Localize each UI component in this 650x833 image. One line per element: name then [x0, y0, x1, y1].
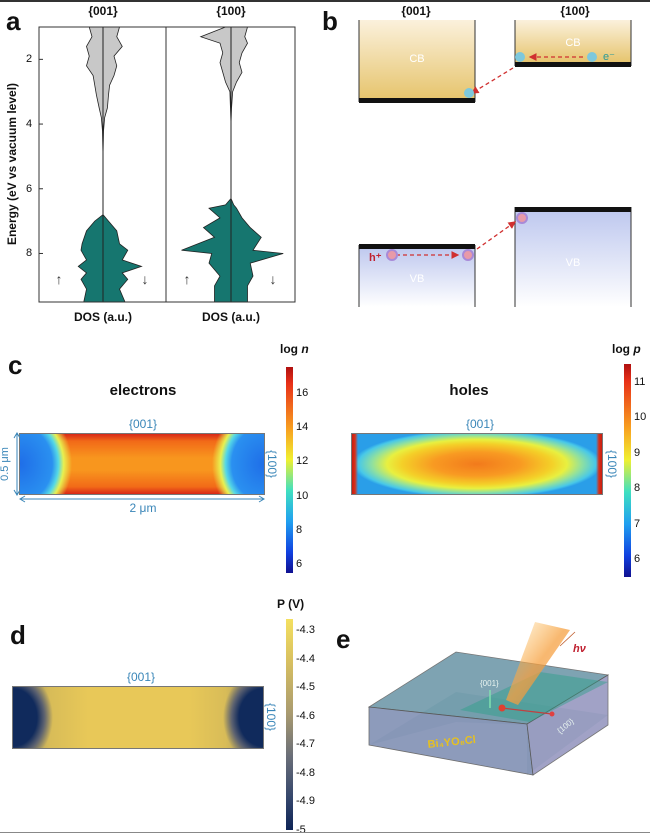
holes-heatmap [351, 433, 603, 495]
colorbar-tick-label: 9 [634, 446, 641, 459]
dos-valence-band-001 [77, 156, 143, 303]
height-dimension-label: 0.5 μm [0, 447, 11, 481]
panel-label-b: b [322, 6, 338, 36]
colorbar-tick-label: -4.4 [296, 652, 315, 665]
dos-y-tick-label: 2 [26, 53, 33, 66]
electrons-heatmap [19, 433, 265, 495]
hole-arrow-transfer [476, 221, 517, 250]
dos-facet-title-001: {001} [88, 4, 118, 18]
electron-dot [587, 52, 597, 62]
vb-label-001: VB [410, 273, 425, 285]
colorbar-tick-label: 12 [296, 455, 309, 468]
colorbar-potential [286, 619, 293, 830]
log-n-label: log n [280, 342, 309, 356]
electron-arrow-transfer [470, 67, 514, 94]
dos-facet-title-100: {100} [216, 4, 246, 18]
material-label: Bi₄YO₈Cl [427, 734, 476, 751]
dos-x-axis-label-100: DOS (a.u.) [201, 310, 261, 324]
spin-up-arrow-icon: ↑ [184, 271, 191, 287]
colorbar-tick-label: -4.5 [296, 681, 315, 694]
colorbar-tick-label: 8 [296, 524, 303, 537]
holes-facet-100: {100} [605, 449, 619, 479]
panel-label-d: d [10, 620, 26, 650]
colorbar-tick-label: -4.8 [296, 766, 315, 779]
colorbar-log-p [624, 364, 631, 577]
spin-up-arrow-icon: ↑ [56, 271, 63, 287]
lateral-migration-arrow [501, 707, 553, 715]
colorbar-tick-label: 10 [296, 489, 309, 502]
light-beam [506, 622, 570, 705]
carrier-dot [498, 704, 506, 712]
schematic-facet-001: {001} [480, 679, 499, 688]
colorbar-tick-label: -4.7 [296, 738, 315, 751]
cb-label-100: CB [565, 37, 580, 49]
dimension-arrows [13, 432, 265, 503]
colorbar-log-n [286, 367, 293, 573]
electron-label: e⁻ [603, 51, 615, 63]
cb-label-001: CB [409, 53, 424, 65]
dos-y-tick-label: 8 [26, 247, 33, 260]
crystal-schematic: hν {001} {100} Bi₄YO₈Cl [367, 622, 610, 776]
width-dimension-label: 2 μm [129, 501, 157, 515]
dos-frame [38, 26, 296, 303]
dos-valence-band-100 [181, 197, 284, 303]
holes-title: holes [449, 382, 489, 399]
crystal-side-face [526, 674, 609, 776]
potential-heatmap [12, 686, 264, 749]
holes-facet-001: {001} [465, 417, 495, 431]
panel-label-e: e [336, 624, 351, 654]
panel-label-c: c [8, 350, 23, 380]
electrons-facet-001: {001} [128, 417, 158, 431]
potential-label: P (V) [277, 597, 305, 611]
light-label: hν [573, 643, 587, 655]
colorbar-tick-label: 16 [296, 386, 309, 399]
carrier-dot [549, 711, 555, 717]
electrons-title: electrons [109, 382, 177, 399]
colorbar-tick-label: 11 [634, 375, 646, 388]
potential-facet-100: {100} [264, 702, 278, 732]
dos-y-tick-label: 6 [26, 182, 33, 195]
colorbar-tick-label: -4.3 [296, 624, 315, 637]
dos-plot: ↑ ↓ ↑ ↓ [38, 26, 296, 303]
panel-label-a: a [6, 6, 21, 36]
spin-down-arrow-icon: ↓ [142, 271, 149, 287]
colorbar-tick-label: -4.6 [296, 709, 315, 722]
colorbar-tick-label: 6 [296, 558, 303, 571]
band-facet-title-100: {100} [560, 4, 590, 18]
dos-conduction-band-100 [199, 26, 249, 125]
hole-dot [462, 249, 474, 261]
band-diagram: CB CB VB VB e⁻ h⁺ [358, 20, 632, 307]
hole-label: h⁺ [369, 252, 382, 264]
dos-conduction-band-001 [86, 26, 123, 157]
vb-label-100: VB [566, 257, 581, 269]
colorbar-tick-label: -4.9 [296, 795, 315, 808]
colorbar-tick-label: 10 [634, 411, 647, 424]
hole-dot [386, 249, 398, 261]
colorbar-tick-label: 6 [634, 553, 641, 566]
dos-x-axis-label-001: DOS (a.u.) [73, 310, 133, 324]
colorbar-tick-label: 14 [296, 421, 309, 434]
dos-y-tick-label: 4 [26, 118, 33, 131]
log-p-label: log p [612, 342, 641, 356]
colorbar-tick-label: -5 [296, 824, 306, 833]
electron-dot [515, 52, 525, 62]
potential-facet-001: {001} [126, 670, 156, 684]
colorbar-tick-label: 7 [634, 517, 641, 530]
spin-down-arrow-icon: ↓ [270, 271, 277, 287]
electron-dot [464, 88, 474, 98]
crystal-inner-plane [460, 672, 608, 722]
colorbar-tick-label: 8 [634, 482, 641, 495]
band-facet-title-001: {001} [401, 4, 431, 18]
hole-dot [516, 212, 528, 224]
